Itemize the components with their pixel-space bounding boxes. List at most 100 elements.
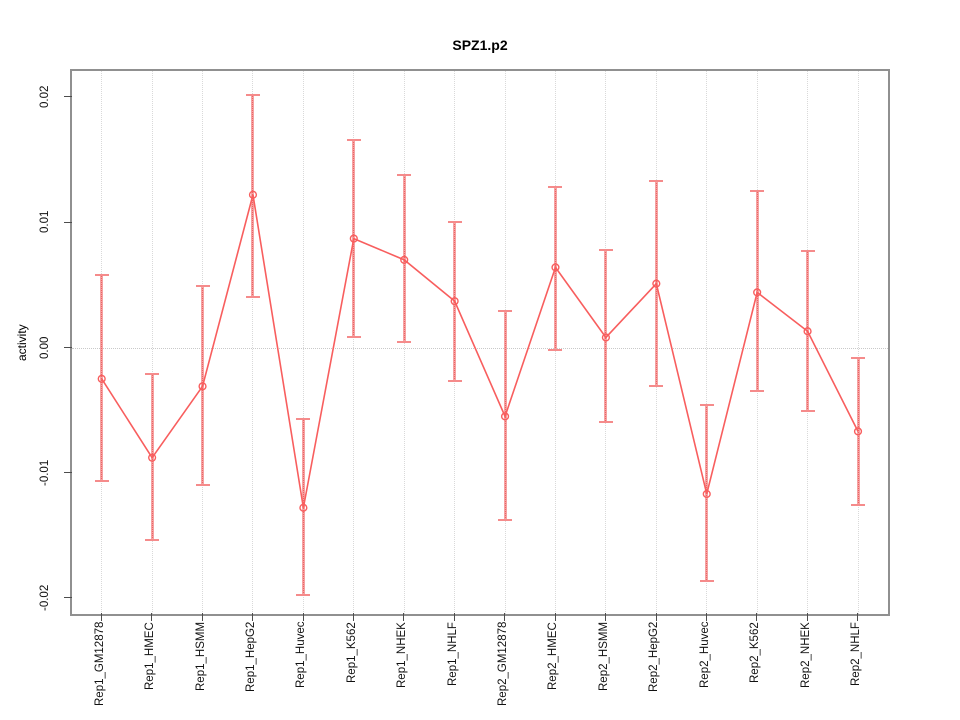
error-bar-cap-top xyxy=(649,179,664,182)
x-tick-label: Rep2_NHEK xyxy=(799,622,812,688)
error-bar-cap-bottom xyxy=(94,479,109,482)
x-tick-label: Rep2_HMEC xyxy=(547,622,560,690)
error-bar-cap-bottom xyxy=(447,379,462,382)
y-axis-title: activity xyxy=(15,324,29,362)
x-axis-tick xyxy=(302,613,304,621)
x-gridline xyxy=(706,71,708,614)
x-gridline xyxy=(151,71,153,614)
y-axis-tick xyxy=(64,221,72,223)
error-bar-dotted-overlay xyxy=(756,191,758,392)
error-bar-cap-bottom xyxy=(548,348,563,351)
zero-gridline xyxy=(72,347,888,349)
x-axis-tick xyxy=(857,613,859,621)
x-axis-tick xyxy=(453,613,455,621)
error-bar-cap-bottom xyxy=(649,384,664,387)
error-bar-cap-top xyxy=(598,248,613,251)
y-tick-label: 0.02 xyxy=(39,85,51,109)
series-svg xyxy=(97,190,863,512)
data-point-marker xyxy=(601,333,611,342)
x-gridline xyxy=(857,71,859,614)
x-tick-label: Rep2_HSMM xyxy=(597,622,610,692)
x-gridline xyxy=(252,71,254,614)
error-bar-cap-bottom xyxy=(800,409,815,412)
x-axis-tick xyxy=(252,613,254,621)
data-point-marker xyxy=(450,297,459,306)
data-point-marker xyxy=(652,279,661,288)
error-bar-cap-bottom xyxy=(245,295,260,298)
data-point-marker xyxy=(500,412,510,421)
data-point-marker xyxy=(551,263,560,272)
error-bar-cap-bottom xyxy=(145,538,160,541)
x-tick-label: Rep2_Huvec xyxy=(698,622,711,689)
error-bar-dotted-overlay xyxy=(403,174,405,343)
error-bar-cap-bottom xyxy=(750,389,765,392)
y-tick-label: 0.01 xyxy=(39,211,51,234)
x-tick-label: Rep1_K562 xyxy=(345,622,358,683)
x-axis-tick xyxy=(756,613,758,621)
error-bar-cap-top xyxy=(94,273,109,276)
plot-border xyxy=(70,69,890,616)
error-bar-cap-top xyxy=(548,186,563,189)
y-axis-tick xyxy=(64,346,72,348)
error-bar-cap-top xyxy=(195,285,210,288)
x-tick-label: Rep2_HepG2 xyxy=(648,622,661,693)
x-gridline xyxy=(353,71,355,614)
error-bar-cap-bottom xyxy=(598,421,613,424)
error-bar-cap-bottom xyxy=(346,335,361,338)
data-point-marker xyxy=(753,288,762,297)
data-point-marker xyxy=(248,190,258,199)
data-point-marker xyxy=(148,453,157,462)
x-axis-tick xyxy=(504,613,506,621)
error-bar-cap-top xyxy=(447,221,462,224)
error-bar-cap-bottom xyxy=(851,503,865,506)
x-tick-label: Rep2_GM12878 xyxy=(497,622,510,707)
x-tick-label: Rep1_HepG2 xyxy=(244,622,257,693)
data-point-marker xyxy=(299,503,308,512)
error-bar-cap-top xyxy=(851,356,865,359)
x-tick-label: Rep1_GM12878 xyxy=(93,622,106,707)
error-bar-cap-bottom xyxy=(296,593,311,596)
x-axis-tick xyxy=(806,613,808,621)
x-gridline xyxy=(302,71,304,614)
error-bar-cap-bottom xyxy=(195,483,210,486)
error-bar-dotted-overlay xyxy=(101,274,103,482)
x-axis-tick xyxy=(151,613,153,621)
y-tick-label: 0.00 xyxy=(39,336,51,359)
error-bar-cap-top xyxy=(397,173,412,176)
x-axis-tick xyxy=(705,613,707,621)
y-tick-label: -0.02 xyxy=(39,584,51,611)
error-bar-cap-top xyxy=(145,372,160,375)
x-tick-label: Rep2_K562 xyxy=(749,622,762,683)
error-bar-cap-bottom xyxy=(699,580,714,583)
series-line xyxy=(101,194,859,508)
x-tick-label: Rep1_HSMM xyxy=(194,622,207,692)
data-point-marker xyxy=(803,327,812,336)
x-axis-tick xyxy=(201,613,203,621)
x-tick-label: Rep2_NHLF xyxy=(850,622,862,686)
data-point-marker xyxy=(349,234,358,243)
data-point-marker xyxy=(198,382,207,391)
data-point-marker xyxy=(702,489,711,499)
x-axis-tick xyxy=(605,613,607,621)
error-bar-cap-top xyxy=(750,190,765,192)
x-tick-label: Rep1_HMEC xyxy=(144,622,157,690)
error-bar-cap-top xyxy=(346,138,361,141)
x-tick-label: Rep1_NHLF xyxy=(446,622,459,686)
error-bar-cap-top xyxy=(800,250,815,253)
error-bar-cap-bottom xyxy=(498,518,513,521)
y-axis-tick xyxy=(64,597,72,599)
plot-area xyxy=(72,71,888,614)
error-bar-cap-top xyxy=(498,310,513,313)
x-tick-label: Rep1_Huvec xyxy=(295,622,308,689)
y-axis-tick xyxy=(64,96,72,98)
x-tick-label: Rep1_NHEK xyxy=(396,622,409,688)
chart-title: SPZ1.p2 xyxy=(452,37,508,53)
x-axis-tick xyxy=(554,613,556,621)
y-axis-tick xyxy=(64,471,72,473)
y-tick-label: -0.01 xyxy=(39,459,51,486)
error-bar-cap-bottom xyxy=(397,340,412,343)
error-bar-cap-top xyxy=(245,93,260,96)
data-point-marker xyxy=(853,427,863,436)
data-point-marker xyxy=(400,255,409,264)
